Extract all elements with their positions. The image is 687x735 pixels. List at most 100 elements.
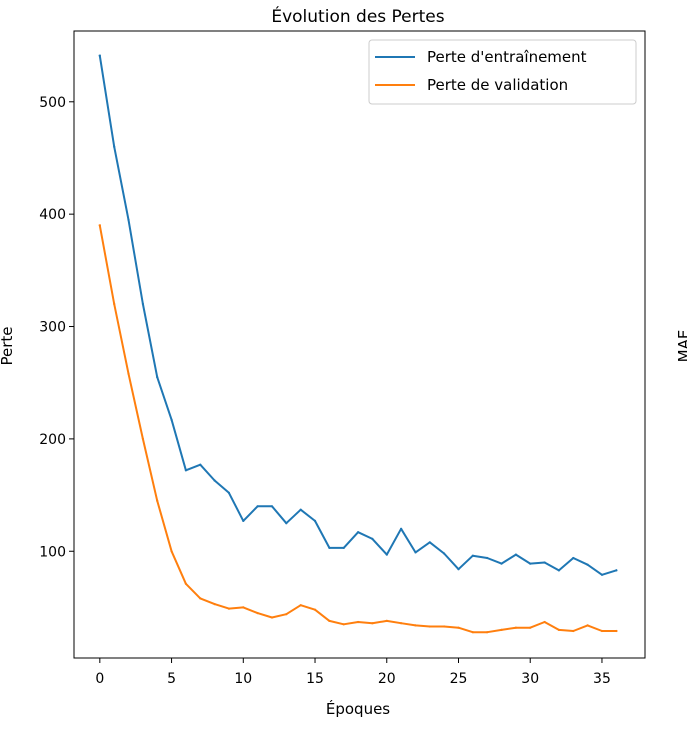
data-point-series-2 <box>342 623 345 626</box>
data-point-series-1 <box>457 568 460 571</box>
series-line-1 <box>98 54 618 576</box>
data-point-series-1 <box>342 546 345 550</box>
data-point-series-1 <box>227 491 230 494</box>
data-point-series-1 <box>529 562 532 565</box>
data-point-series-1 <box>170 418 173 421</box>
x-tick-label: 0 <box>95 671 104 687</box>
data-point-series-2 <box>529 626 532 629</box>
data-point-series-1 <box>270 505 274 508</box>
legend-box <box>368 39 637 105</box>
data-point-series-1 <box>615 569 618 572</box>
data-point-series-1 <box>156 376 159 379</box>
data-point-series-2 <box>270 616 274 619</box>
data-point-series-1 <box>113 145 116 148</box>
data-point-series-1 <box>400 527 403 530</box>
y-tick-label: 400 <box>39 207 66 223</box>
data-point-series-2 <box>586 624 589 627</box>
data-point-series-1 <box>242 519 245 523</box>
data-point-series-1 <box>213 479 216 482</box>
data-point-series-2 <box>500 628 503 632</box>
data-point-series-2 <box>227 607 230 610</box>
data-point-series-1 <box>586 563 589 566</box>
data-point-series-2 <box>543 620 546 624</box>
data-point-series-2 <box>572 629 575 633</box>
data-point-series-2 <box>113 302 116 306</box>
data-point-series-1 <box>557 569 561 572</box>
axis-layer: 0 5 10 15 20 25 30 35 100 200 300 400 500 <box>39 30 646 687</box>
data-point-series-1 <box>600 573 604 576</box>
data-point-series-2 <box>600 629 604 633</box>
data-point-series-2 <box>371 622 374 625</box>
right-axis-label-clipped: MAE <box>675 330 687 363</box>
data-point-series-1 <box>199 463 202 466</box>
data-point-series-2 <box>313 608 317 611</box>
data-point-series-2 <box>156 499 159 502</box>
data-point-series-1 <box>471 554 474 557</box>
y-tick-label: 500 <box>39 95 66 111</box>
data-point-series-1 <box>127 218 130 221</box>
x-tick-label: 25 <box>450 671 468 687</box>
axes-frame <box>73 30 646 659</box>
data-point-series-1 <box>184 469 187 472</box>
data-point-series-2 <box>514 626 518 629</box>
data-point-series-2 <box>457 626 460 629</box>
data-point-series-1 <box>443 552 446 555</box>
legend: Perte d'entraînement Perte de validation <box>368 39 637 105</box>
series-line-2 <box>98 224 618 634</box>
data-point-series-1 <box>98 54 101 57</box>
data-point-series-2 <box>428 625 431 628</box>
x-axis-label: Époques <box>326 699 390 718</box>
data-point-series-2 <box>98 224 101 227</box>
x-tick-label: 30 <box>521 671 539 687</box>
x-tick-label: 5 <box>167 671 176 687</box>
data-point-series-2 <box>141 437 144 440</box>
data-point-series-2 <box>127 372 130 375</box>
y-axis-label: Perte <box>0 326 16 365</box>
data-point-series-1 <box>414 551 417 554</box>
data-point-series-1 <box>543 561 546 564</box>
data-point-series-1 <box>371 537 374 541</box>
data-point-series-2 <box>199 597 202 600</box>
data-point-series-2 <box>170 550 173 553</box>
data-point-series-2 <box>385 619 388 623</box>
data-point-series-1 <box>357 531 360 534</box>
data-point-series-1 <box>256 505 259 508</box>
data-point-series-2 <box>414 624 417 627</box>
data-point-series-2 <box>299 604 302 607</box>
data-point-series-1 <box>299 508 302 511</box>
plot-layer <box>98 54 618 634</box>
data-point-series-1 <box>285 522 288 525</box>
data-point-series-2 <box>256 612 259 615</box>
data-point-series-1 <box>486 556 489 560</box>
data-point-series-1 <box>514 553 518 556</box>
y-tick-label: 200 <box>39 432 66 448</box>
data-point-series-2 <box>471 631 474 634</box>
data-point-series-2 <box>557 628 561 632</box>
y-tick-label: 300 <box>39 320 66 336</box>
data-point-series-2 <box>357 620 360 624</box>
data-point-series-1 <box>500 562 503 565</box>
data-point-series-1 <box>328 546 331 550</box>
data-point-series-2 <box>213 603 216 606</box>
y-tick-label: 100 <box>39 544 66 560</box>
data-point-series-1 <box>313 519 317 523</box>
data-point-series-1 <box>572 556 575 560</box>
data-point-series-2 <box>400 622 403 625</box>
x-tick-label: 15 <box>306 671 324 687</box>
x-tick-label: 35 <box>593 671 611 687</box>
x-tick-label: 10 <box>234 671 252 687</box>
data-point-series-2 <box>486 631 489 634</box>
data-point-series-2 <box>443 625 446 628</box>
data-point-series-2 <box>184 582 187 585</box>
legend-label-1: Perte d'entraînement <box>427 48 587 66</box>
data-point-series-2 <box>242 606 245 609</box>
data-point-series-1 <box>385 553 388 556</box>
data-point-series-2 <box>285 613 288 616</box>
data-point-series-2 <box>328 619 331 623</box>
x-tick-label: 20 <box>378 671 396 687</box>
data-point-series-2 <box>615 629 618 633</box>
legend-label-2: Perte de validation <box>427 76 568 94</box>
chart-title: Évolution des Pertes <box>271 5 444 27</box>
